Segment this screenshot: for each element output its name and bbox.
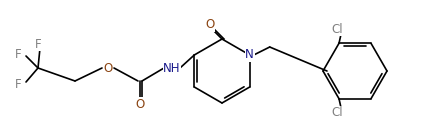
Text: O: O (135, 98, 144, 110)
Text: F: F (14, 78, 21, 90)
Text: NH: NH (163, 61, 181, 75)
Text: Cl: Cl (331, 106, 343, 119)
Text: F: F (35, 38, 41, 50)
Text: F: F (14, 47, 21, 61)
Text: O: O (205, 18, 215, 32)
Text: Cl: Cl (331, 23, 343, 36)
Text: O: O (104, 61, 112, 75)
Text: N: N (245, 49, 254, 61)
